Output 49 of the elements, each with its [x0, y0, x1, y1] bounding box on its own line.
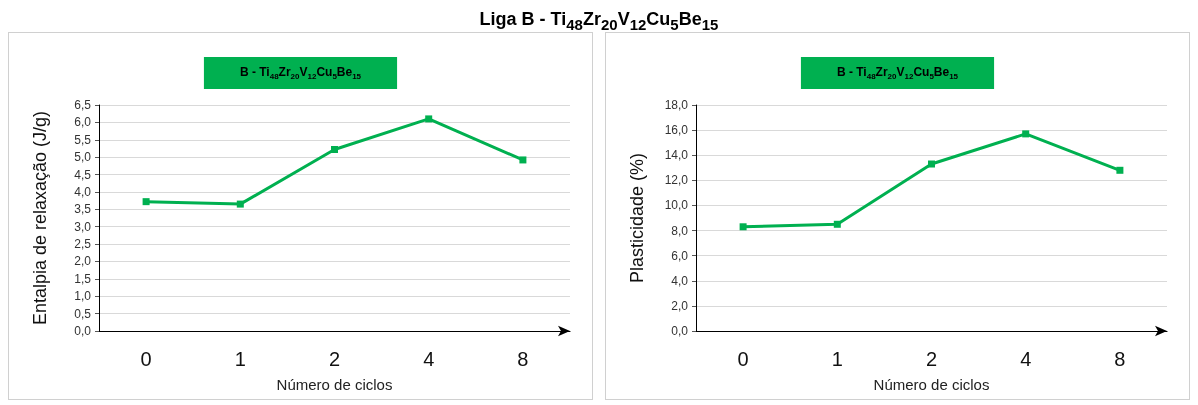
point — [519, 156, 527, 164]
y-tick-label: 3,0 — [74, 219, 92, 234]
x-tick-label: 8 — [1114, 348, 1126, 370]
point — [425, 115, 433, 123]
x-tick-label: 1 — [831, 348, 843, 370]
y-tick-label: 0,0 — [74, 324, 92, 338]
point — [833, 220, 841, 228]
y-tick-label: 4,0 — [671, 273, 689, 288]
y-tick-label: 8,0 — [671, 223, 689, 238]
point — [331, 146, 338, 153]
y-tick-label: 4,5 — [74, 167, 92, 182]
x-tick-label: 2 — [925, 348, 938, 370]
y-tick-label: 1,5 — [74, 271, 92, 286]
y-tick-label: 0,5 — [74, 306, 92, 321]
point — [142, 198, 150, 206]
point — [1116, 166, 1124, 174]
x-tick-label: 8 — [517, 348, 529, 370]
point — [928, 160, 935, 168]
point — [739, 223, 747, 231]
y-tick-label: 6,5 — [74, 98, 92, 112]
x-tick-label: 0 — [737, 348, 749, 370]
y-tick-label: 2,5 — [74, 237, 92, 252]
y-tick-label: 5,5 — [74, 132, 92, 147]
y-tick-label: 3,5 — [74, 202, 92, 217]
y-tick-label: 5,0 — [74, 150, 92, 165]
x-axis-title: Número de ciclos — [873, 376, 990, 393]
x-axis-title: Número de ciclos — [276, 376, 393, 393]
point — [1022, 130, 1030, 138]
x-tick-label: 0 — [140, 348, 152, 370]
point — [236, 200, 244, 208]
y-tick-label: 2,0 — [671, 298, 689, 313]
y-tick-label: 12,0 — [664, 173, 689, 188]
y-tick-label: 18,0 — [664, 98, 689, 112]
y-axis-title: Plasticidade (%) — [627, 152, 647, 284]
y-tick-label: 6,0 — [74, 115, 92, 130]
x-tick-label: 4 — [1020, 348, 1032, 370]
x-tick-label: 4 — [423, 348, 435, 370]
y-tick-label: 14,0 — [664, 148, 689, 163]
y-tick-label: 0,0 — [671, 324, 689, 338]
y-tick-label: 1,0 — [74, 289, 92, 304]
y-tick-label: 6,0 — [671, 248, 689, 263]
x-tick-label: 1 — [234, 348, 246, 370]
x-tick-label: 2 — [328, 348, 341, 370]
y-tick-label: 16,0 — [664, 123, 689, 138]
text: Liga B - Ti$_{48}$Zr$_{20}$V$_{12}$Cu$_{5}$Be$_{15}$ — [479, 9, 719, 33]
y-tick-label: 10,0 — [664, 198, 689, 213]
y-tick-label: 2,0 — [74, 254, 92, 269]
y-axis-title: Entalpia de relaxação (J/g) — [30, 110, 50, 326]
y-tick-label: 4,0 — [74, 184, 92, 199]
